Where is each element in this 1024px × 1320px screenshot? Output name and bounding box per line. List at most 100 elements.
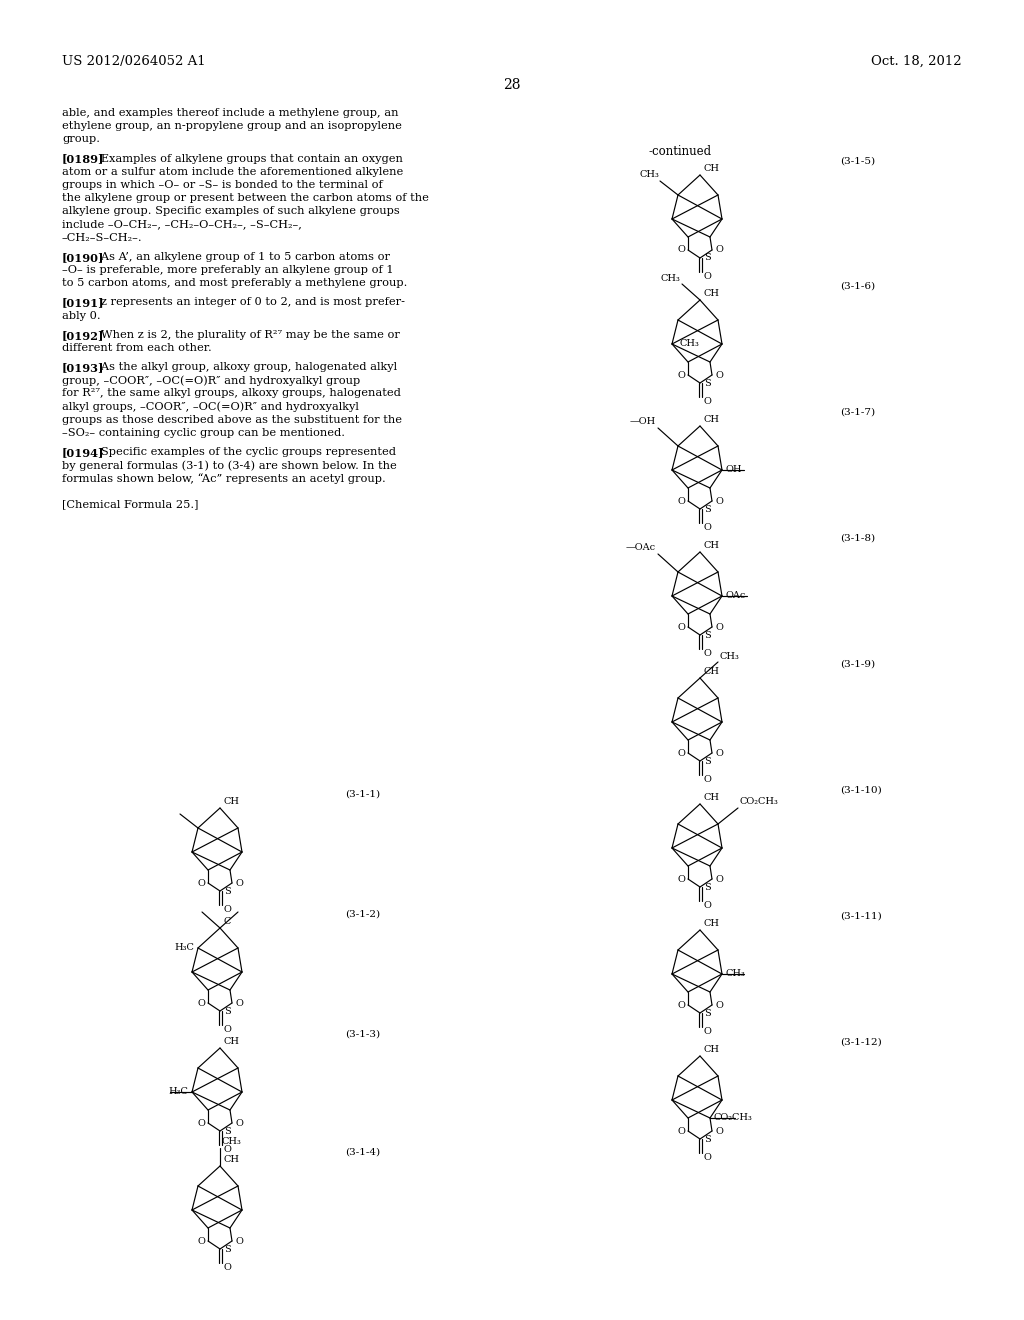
Text: CH: CH [223, 1155, 239, 1164]
Text: US 2012/0264052 A1: US 2012/0264052 A1 [62, 55, 206, 69]
Text: O: O [677, 623, 685, 631]
Text: OH: OH [726, 466, 742, 474]
Text: O: O [715, 748, 723, 758]
Text: (3-1-2): (3-1-2) [345, 909, 380, 919]
Text: S: S [224, 1126, 230, 1135]
Text: S: S [705, 253, 711, 263]
Text: O: O [223, 1026, 230, 1034]
Text: [0194]: [0194] [62, 447, 104, 458]
Text: O: O [234, 1237, 243, 1246]
Text: CO₂CH₃: CO₂CH₃ [714, 1114, 753, 1122]
Text: O: O [198, 998, 205, 1007]
Text: (3-1-11): (3-1-11) [840, 912, 882, 921]
Text: CH: CH [703, 793, 719, 803]
Text: CH: CH [703, 289, 719, 298]
Text: CH: CH [703, 541, 719, 550]
Text: [0190]: [0190] [62, 252, 104, 263]
Text: O: O [234, 1118, 243, 1127]
Text: Oct. 18, 2012: Oct. 18, 2012 [871, 55, 962, 69]
Text: O: O [234, 879, 243, 887]
Text: O: O [198, 1237, 205, 1246]
Text: CH₃: CH₃ [222, 1137, 242, 1146]
Text: (3-1-12): (3-1-12) [840, 1038, 882, 1047]
Text: CH₃: CH₃ [726, 969, 745, 978]
Text: S: S [705, 756, 711, 766]
Text: —OAc: —OAc [626, 543, 656, 552]
Text: (3-1-3): (3-1-3) [345, 1030, 380, 1039]
Text: O: O [677, 1001, 685, 1010]
Text: O: O [677, 246, 685, 255]
Text: –CH₂–S–CH₂–.: –CH₂–S–CH₂–. [62, 232, 142, 243]
Text: the alkylene group or present between the carbon atoms of the: the alkylene group or present between th… [62, 193, 429, 203]
Text: O: O [715, 371, 723, 380]
Text: O: O [223, 1263, 230, 1272]
Text: atom or a sulfur atom include the aforementioned alkylene: atom or a sulfur atom include the aforem… [62, 166, 403, 177]
Text: O: O [677, 1126, 685, 1135]
Text: O: O [715, 246, 723, 255]
Text: for R²⁷, the same alkyl groups, alkoxy groups, halogenated: for R²⁷, the same alkyl groups, alkoxy g… [62, 388, 400, 399]
Text: CH: CH [703, 919, 719, 928]
Text: CH: CH [223, 797, 239, 807]
Text: include –O–CH₂–, –CH₂–O–CH₂–, –S–CH₂–,: include –O–CH₂–, –CH₂–O–CH₂–, –S–CH₂–, [62, 219, 302, 230]
Text: O: O [715, 496, 723, 506]
Text: [0193]: [0193] [62, 362, 104, 374]
Text: CH₃: CH₃ [639, 170, 659, 180]
Text: [0192]: [0192] [62, 330, 104, 341]
Text: groups as those described above as the substituent for the: groups as those described above as the s… [62, 414, 402, 425]
Text: able, and examples thereof include a methylene group, an: able, and examples thereof include a met… [62, 108, 398, 117]
Text: CH₃: CH₃ [720, 652, 740, 661]
Text: O: O [703, 523, 711, 532]
Text: O: O [223, 906, 230, 913]
Text: (3-1-1): (3-1-1) [345, 789, 380, 799]
Text: [0191]: [0191] [62, 297, 104, 309]
Text: group, –COOR″, –OC(=O)R″ and hydroxyalkyl group: group, –COOR″, –OC(=O)R″ and hydroxyalky… [62, 375, 360, 385]
Text: CH: CH [703, 1045, 719, 1053]
Text: O: O [703, 1027, 711, 1036]
Text: (3-1-6): (3-1-6) [840, 282, 876, 290]
Text: group.: group. [62, 135, 100, 144]
Text: alkylene group. Specific examples of such alkylene groups: alkylene group. Specific examples of suc… [62, 206, 399, 216]
Text: S: S [224, 1245, 230, 1254]
Text: S: S [705, 379, 711, 388]
Text: O: O [703, 272, 711, 281]
Text: (3-1-9): (3-1-9) [840, 660, 876, 669]
Text: O: O [677, 748, 685, 758]
Text: O: O [677, 371, 685, 380]
Text: O: O [223, 1144, 230, 1154]
Text: ably 0.: ably 0. [62, 310, 100, 321]
Text: O: O [715, 1001, 723, 1010]
Text: -continued: -continued [648, 145, 712, 158]
Text: S: S [705, 631, 711, 639]
Text: CO₂CH₃: CO₂CH₃ [740, 797, 779, 807]
Text: CH: CH [223, 1038, 239, 1045]
Text: Specific examples of the cyclic groups represented: Specific examples of the cyclic groups r… [90, 447, 396, 457]
Text: CH₃: CH₃ [660, 275, 680, 282]
Text: —OH: —OH [630, 417, 656, 426]
Text: Examples of alkylene groups that contain an oxygen: Examples of alkylene groups that contain… [90, 153, 402, 164]
Text: O: O [703, 397, 711, 407]
Text: (3-1-10): (3-1-10) [840, 785, 882, 795]
Text: –SO₂– containing cyclic group can be mentioned.: –SO₂– containing cyclic group can be men… [62, 428, 345, 438]
Text: alkyl groups, –COOR″, –OC(=O)R″ and hydroxyalkyl: alkyl groups, –COOR″, –OC(=O)R″ and hydr… [62, 401, 358, 412]
Text: CH: CH [703, 667, 719, 676]
Text: –O– is preferable, more preferably an alkylene group of 1: –O– is preferable, more preferably an al… [62, 265, 393, 275]
Text: O: O [715, 1126, 723, 1135]
Text: [Chemical Formula 25.]: [Chemical Formula 25.] [62, 499, 199, 508]
Text: [0189]: [0189] [62, 153, 104, 165]
Text: O: O [715, 623, 723, 631]
Text: As the alkyl group, alkoxy group, halogenated alkyl: As the alkyl group, alkoxy group, haloge… [90, 362, 397, 372]
Text: S: S [705, 883, 711, 891]
Text: O: O [715, 874, 723, 883]
Text: O: O [198, 879, 205, 887]
Text: O: O [677, 496, 685, 506]
Text: As A’, an alkylene group of 1 to 5 carbon atoms or: As A’, an alkylene group of 1 to 5 carbo… [90, 252, 390, 261]
Text: ethylene group, an n-propylene group and an isopropylene: ethylene group, an n-propylene group and… [62, 121, 401, 131]
Text: O: O [234, 998, 243, 1007]
Text: by general formulas (3-1) to (3-4) are shown below. In the: by general formulas (3-1) to (3-4) are s… [62, 461, 396, 471]
Text: to 5 carbon atoms, and most preferably a methylene group.: to 5 carbon atoms, and most preferably a… [62, 279, 408, 288]
Text: H₃C: H₃C [174, 944, 194, 953]
Text: (3-1-8): (3-1-8) [840, 535, 876, 543]
Text: CH: CH [703, 164, 719, 173]
Text: S: S [224, 887, 230, 895]
Text: O: O [703, 902, 711, 909]
